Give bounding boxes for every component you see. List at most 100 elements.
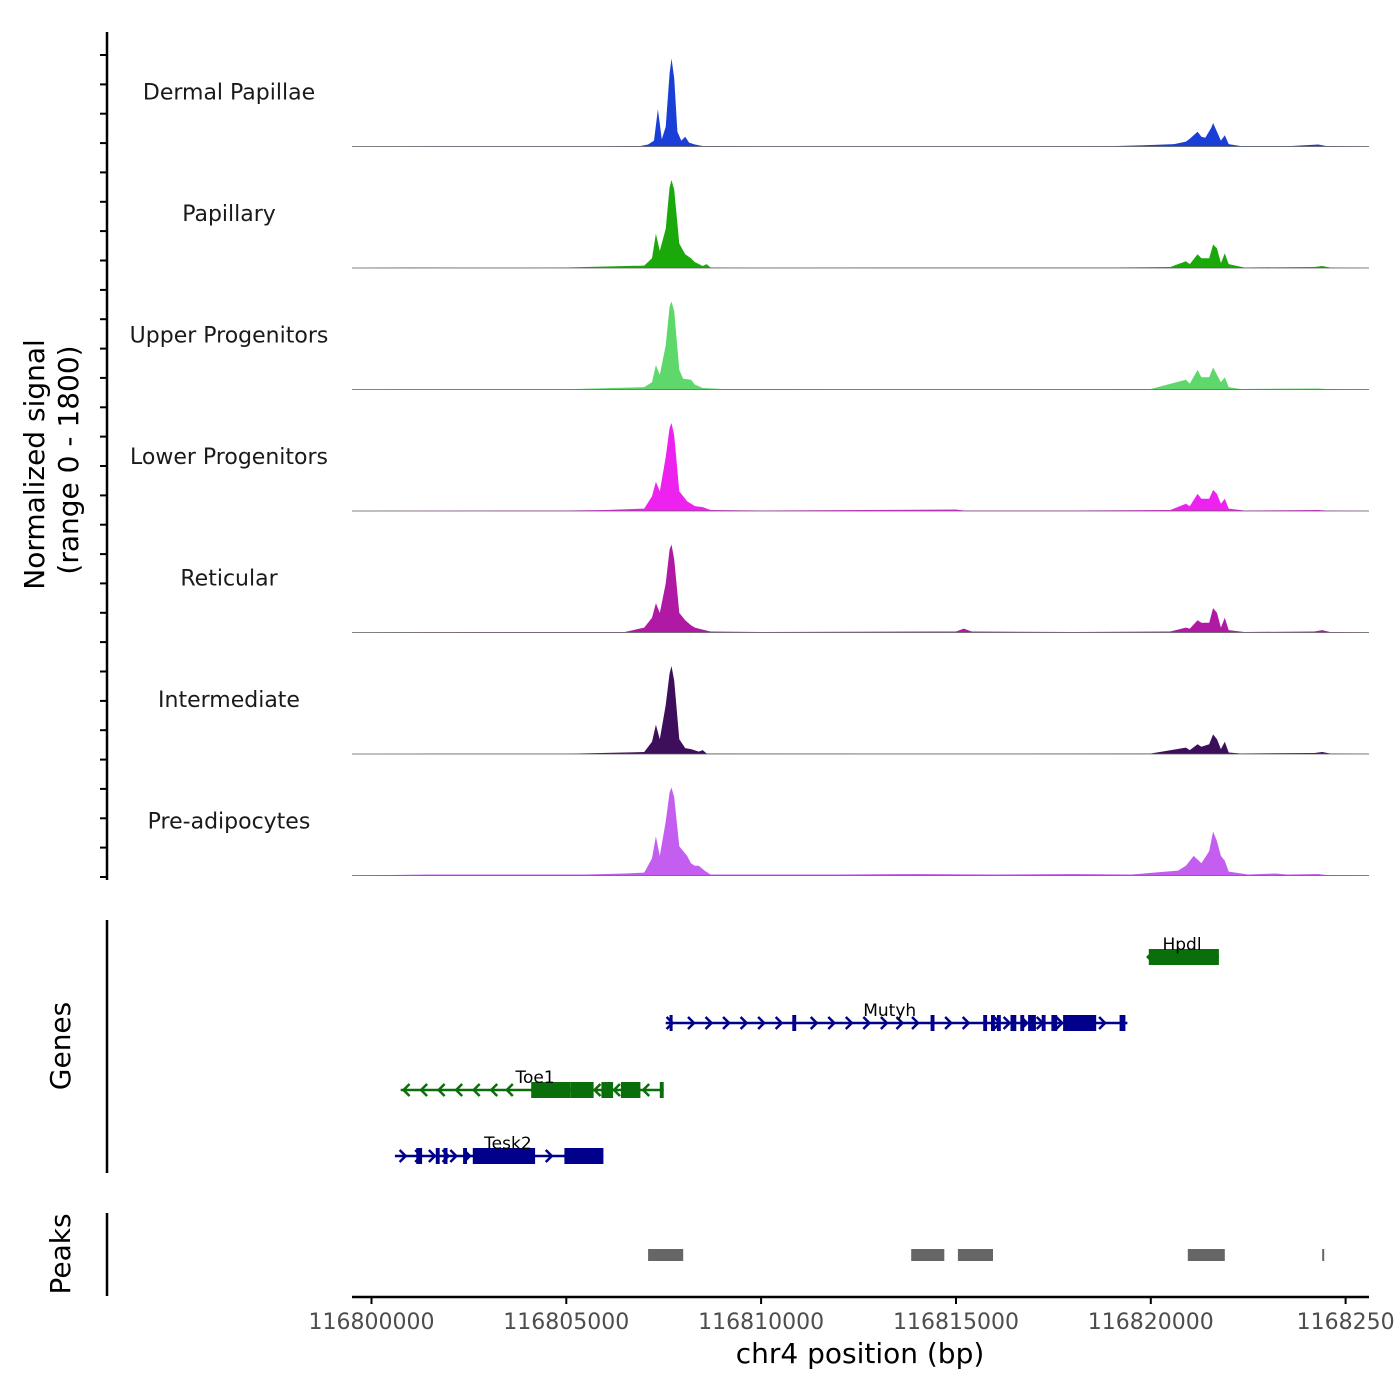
gene-strand-arrow-mutyh	[862, 1016, 872, 1030]
gene-exon-toe1	[531, 1082, 571, 1098]
gene-strand-arrow-mutyh	[895, 1016, 905, 1030]
gene-strand-arrow-mutyh	[1002, 1016, 1012, 1030]
gene-strand-arrow-mutyh	[844, 1016, 854, 1030]
gene-exon-mutyh	[1051, 1015, 1058, 1031]
gene-strand-arrow-mutyh	[757, 1016, 766, 1030]
gene-exon-toe1	[659, 1082, 664, 1098]
signal-area-dermal-papillae	[352, 58, 1369, 147]
signal-area-upper-progenitors	[352, 301, 1369, 390]
signal-area-pre-adipocytes	[352, 787, 1369, 876]
gene-strand-arrow-toe1	[401, 1083, 411, 1097]
gene-exon-mutyh	[1119, 1015, 1126, 1031]
peak-bar	[1322, 1249, 1325, 1261]
signal-tracks: Dermal Papillae Papillary Upper Progenitor…	[130, 58, 1369, 876]
gene-strand-arrow-tesk2	[398, 1149, 408, 1163]
x-tick-label: 116815000	[893, 1310, 1019, 1335]
track-label-upper-progenitors: Upper Progenitors	[130, 324, 329, 349]
gene-strand-arrow-tesk2	[441, 1149, 451, 1163]
signal-area-lower-progenitors	[352, 423, 1369, 511]
track-dermal-papillae: Dermal Papillae	[143, 58, 1369, 147]
gene-exon-mutyh	[1028, 1015, 1036, 1031]
track-label-intermediate: Intermediate	[158, 688, 300, 713]
gene-strand-arrow-tesk2	[463, 1149, 472, 1163]
gene-exon-mutyh	[792, 1015, 797, 1031]
gene-hpdl: Hpdl	[1146, 935, 1219, 965]
gene-strand-arrow-mutyh	[911, 1016, 920, 1030]
x-tick-label: 116800000	[309, 1310, 435, 1335]
gene-strand-arrow-tesk2	[449, 1149, 459, 1163]
gene-strand-arrow-tesk2	[427, 1149, 437, 1163]
gene-strand-arrow-mutyh	[961, 1016, 971, 1030]
track-label-lower-progenitors: Lower Progenitors	[130, 445, 328, 470]
gene-exon-mutyh	[983, 1015, 988, 1031]
gene-exon-toe1	[620, 1082, 641, 1098]
peak-bar	[648, 1249, 684, 1261]
gene-strand-arrow-toe1	[454, 1083, 464, 1097]
x-axis: 116800000 116805000 116810000 116815000 1168…	[309, 1295, 1395, 1335]
gene-exon-mutyh	[991, 1015, 995, 1031]
y-axis-title-line1: Normalized signal	[18, 339, 51, 590]
gene-track: Hpdl Mutyh Toe1 Tesk2	[394, 935, 1219, 1164]
gene-exon-mutyh	[1010, 1015, 1017, 1031]
gene-strand-arrow-toe1	[419, 1083, 428, 1097]
gene-strand-arrow-mutyh	[1098, 1016, 1107, 1030]
track-papillary: Papillary	[182, 180, 1369, 269]
gene-strand-arrow-mutyh	[1035, 1016, 1045, 1030]
gene-strand-arrow-tesk2	[544, 1149, 554, 1163]
gene-strand-arrow-mutyh	[879, 1016, 889, 1030]
gene-exon-mutyh	[1020, 1015, 1025, 1031]
gene-strand-arrow-mutyh	[739, 1016, 749, 1030]
x-tick-label: 116810000	[698, 1310, 824, 1335]
gene-exon-toe1	[601, 1082, 614, 1098]
gene-strand-arrow-mutyh	[1020, 1016, 1029, 1030]
gene-strand-arrow-mutyh	[704, 1016, 714, 1030]
gene-exon-toe1	[570, 1082, 594, 1098]
gene-strand-arrow-hpdl	[1146, 950, 1155, 964]
peaks-track	[648, 1249, 1325, 1261]
gene-strand-arrow-mutyh	[774, 1016, 784, 1030]
gene-exon-tesk2	[443, 1148, 448, 1164]
peaks-track-title: Peaks	[44, 1213, 77, 1294]
gene-strand-arrow-toe1	[489, 1083, 499, 1097]
gene-strand-arrow-tesk2	[414, 1149, 424, 1163]
track-label-reticular: Reticular	[180, 567, 278, 592]
gene-toe1: Toe1	[400, 1068, 664, 1098]
gene-strand-arrow-toe1	[505, 1083, 514, 1097]
track-pre-adipocytes: Pre-adipocytes	[148, 787, 1369, 876]
gene-strand-arrow-toe1	[641, 1083, 651, 1097]
x-tick-label: 116805000	[503, 1310, 629, 1335]
gene-exon-tesk2	[472, 1148, 536, 1164]
gene-strand-arrow-mutyh	[809, 1016, 819, 1030]
y-axis-title: Normalized signal (range 0 - 1800)	[18, 330, 85, 589]
gene-strand-arrow-toe1	[471, 1083, 481, 1097]
signal-y-axis	[100, 32, 109, 880]
track-label-papillary: Papillary	[182, 202, 276, 227]
gene-label-toe1: Toe1	[515, 1068, 555, 1088]
signal-area-reticular	[352, 544, 1369, 633]
gene-strand-arrow-mutyh	[827, 1016, 837, 1030]
gene-strand-arrow-mutyh	[665, 1016, 675, 1030]
gene-label-tesk2: Tesk2	[483, 1134, 531, 1154]
x-tick-label: 1168250	[1297, 1310, 1395, 1335]
gene-label-mutyh: Mutyh	[863, 1001, 916, 1021]
gene-strand-arrow-mutyh	[1055, 1016, 1064, 1030]
track-upper-progenitors: Upper Progenitors	[130, 301, 1369, 390]
gene-strand-arrow-mutyh	[992, 1016, 1002, 1030]
gene-exon-tesk2	[564, 1148, 604, 1164]
track-lower-progenitors: Lower Progenitors	[130, 423, 1369, 512]
gene-strand-arrow-mutyh	[944, 1016, 953, 1030]
gene-strand-arrow-toe1	[612, 1083, 621, 1097]
gene-exon-mutyh	[1063, 1015, 1097, 1031]
gene-exon-tesk2	[435, 1148, 440, 1164]
track-label-pre-adipocytes: Pre-adipocytes	[148, 810, 311, 835]
gene-exon-mutyh	[930, 1015, 935, 1031]
x-axis-title: chr4 position (bp)	[736, 1337, 985, 1370]
gene-exon-tesk2	[416, 1148, 423, 1164]
x-tick-label: 116820000	[1088, 1310, 1214, 1335]
gene-label-hpdl: Hpdl	[1162, 935, 1201, 955]
gene-strand-arrow-toe1	[592, 1083, 602, 1097]
gene-strand-arrow-mutyh	[722, 1016, 731, 1030]
gene-mutyh: Mutyh	[665, 1001, 1128, 1031]
genes-track-title: Genes	[44, 1002, 77, 1090]
